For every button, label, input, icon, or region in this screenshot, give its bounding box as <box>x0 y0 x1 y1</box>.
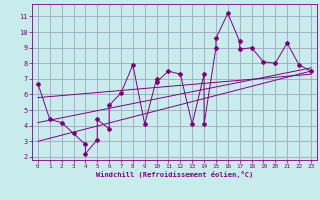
X-axis label: Windchill (Refroidissement éolien,°C): Windchill (Refroidissement éolien,°C) <box>96 171 253 178</box>
